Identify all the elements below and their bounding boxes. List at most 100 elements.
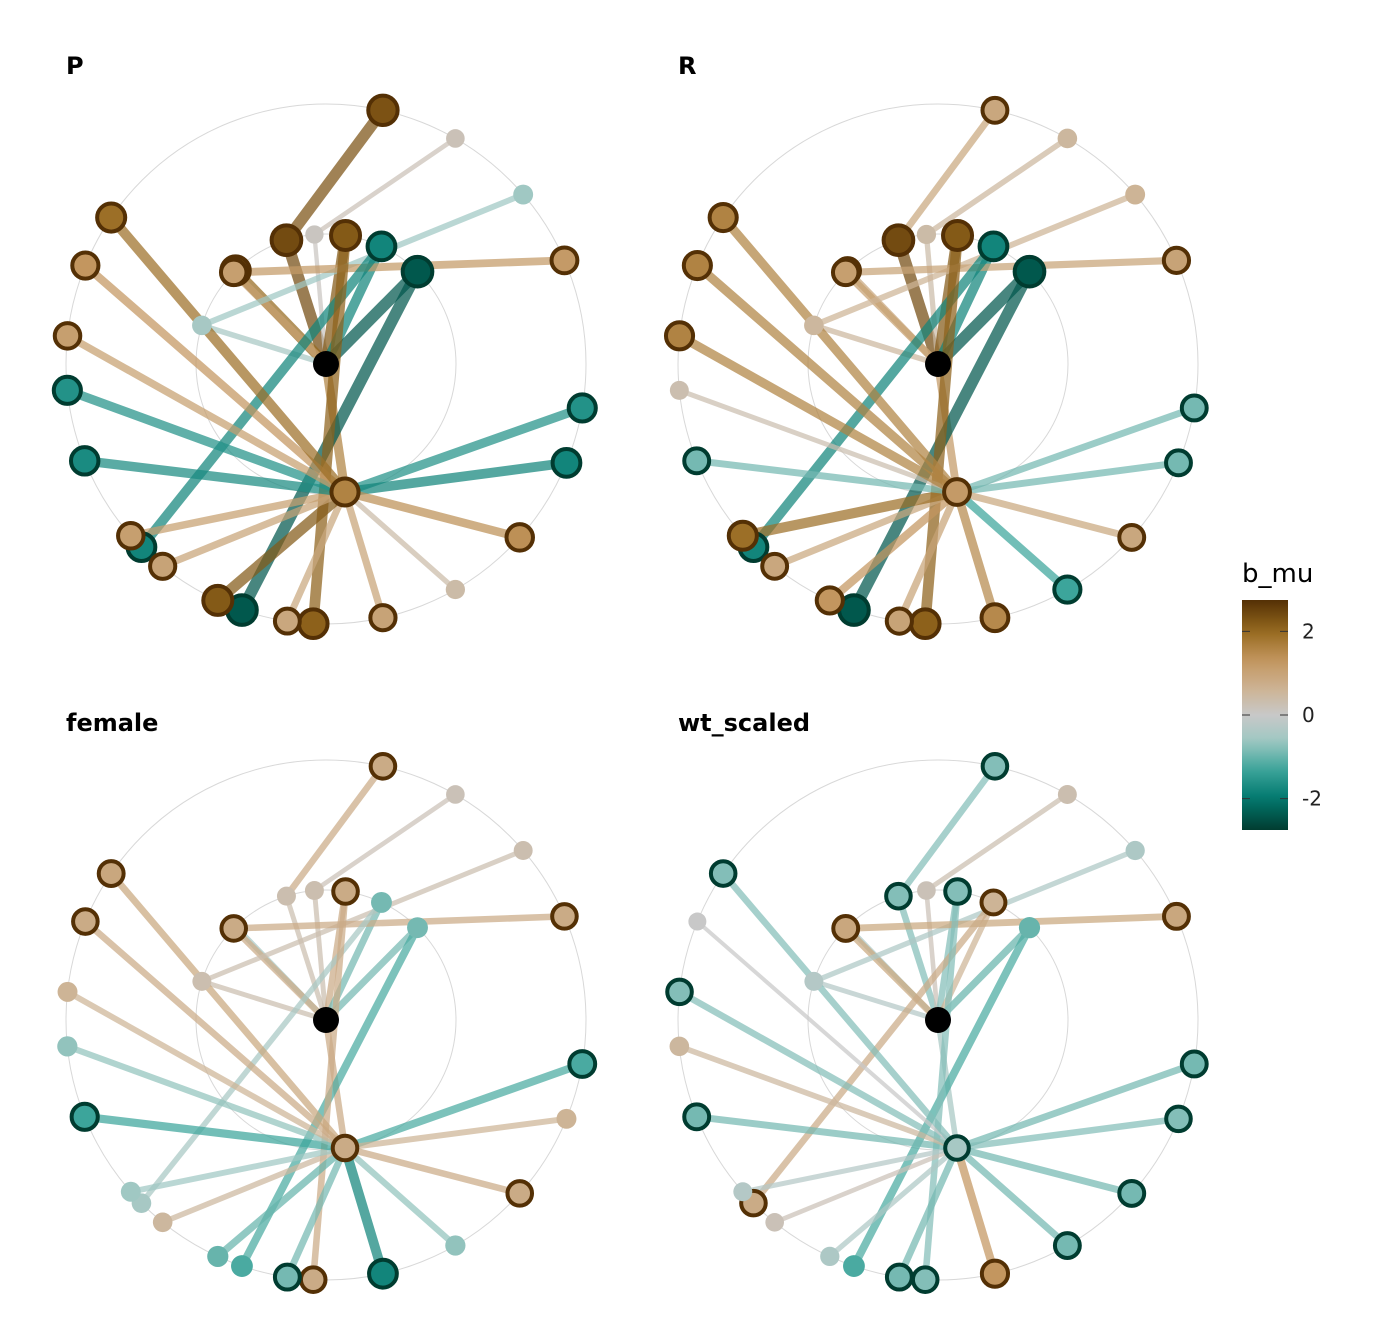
edge-hub-to-leaf-14 xyxy=(108,871,348,1151)
leaf-node-12 xyxy=(52,321,83,351)
leaf-node-11 xyxy=(51,374,83,406)
edge-hub-to-leaf-13 xyxy=(82,262,348,496)
inner-node-7 xyxy=(192,971,212,991)
panel-female: female xyxy=(57,709,598,1294)
inner-node-1 xyxy=(884,881,913,911)
edge-to-outer-node-2 xyxy=(925,792,1069,893)
edge-root-to-node-6 xyxy=(323,925,420,1023)
leaf-node-1 xyxy=(1179,393,1209,423)
leaf-node-12 xyxy=(665,977,694,1007)
outer-node-1 xyxy=(368,752,398,781)
edge-hub-to-leaf-8 xyxy=(773,488,959,570)
leaf-node-12 xyxy=(663,320,696,352)
edge-hub-to-leaf-2 xyxy=(956,1115,1179,1152)
edge-to-outer-node-1 xyxy=(895,108,998,243)
inner-node-1 xyxy=(276,886,296,906)
hub-node xyxy=(943,1134,971,1162)
leaf-node-14 xyxy=(95,201,128,234)
leaf-node-1 xyxy=(567,1049,598,1079)
edge-hub-to-leaf-12 xyxy=(677,989,959,1151)
inner-node-5 xyxy=(977,230,1010,263)
inner-node-6 xyxy=(1012,254,1047,289)
leaf-node-10 xyxy=(682,446,712,476)
outer-node-7 xyxy=(298,1265,328,1294)
leaf-node-3 xyxy=(1117,1178,1147,1208)
inner-node-6 xyxy=(1018,917,1041,939)
leaf-node-8 xyxy=(148,551,178,581)
edge-hub-to-leaf-5 xyxy=(340,1146,388,1276)
outer-node-4 xyxy=(550,902,579,931)
leaf-node-5 xyxy=(979,1258,1011,1289)
nodes xyxy=(665,752,1209,1294)
leaf-node-7 xyxy=(814,585,845,616)
inner-node-8 xyxy=(831,913,861,943)
inner-node-4 xyxy=(941,218,975,252)
edge-hub-to-leaf-11 xyxy=(678,388,958,495)
root-node xyxy=(313,1007,339,1033)
edge-hub-to-leaf-3 xyxy=(343,487,521,542)
edge-to-outer-node-1 xyxy=(281,106,388,244)
edge-hub-to-leaf-7 xyxy=(828,1145,959,1259)
inner-node-3 xyxy=(305,225,324,244)
outer-node-1 xyxy=(366,93,400,127)
outer-node-4 xyxy=(549,245,580,276)
edge-hub-to-leaf-9 xyxy=(741,487,959,541)
panel-R: R xyxy=(663,52,1209,641)
outer-node-3 xyxy=(513,841,533,861)
leaf-node-13 xyxy=(71,907,100,936)
inner-node-8 xyxy=(218,257,249,288)
leaf-node-2 xyxy=(1164,448,1193,478)
outer-node-6 xyxy=(843,1255,865,1277)
panel-title: P xyxy=(66,52,84,80)
edge-hub-to-leaf-12 xyxy=(65,332,347,496)
edge-hub-to-leaf-13 xyxy=(694,262,960,496)
inner-node-8 xyxy=(830,257,861,288)
nodes xyxy=(663,95,1209,641)
edge-hub-to-leaf-7 xyxy=(214,487,349,605)
edge-hub-to-leaf-5 xyxy=(952,490,1000,619)
leaf-node-3 xyxy=(504,522,535,553)
colorbar-tick-label: 0 xyxy=(1302,703,1315,727)
edge-hub-to-leaf-4 xyxy=(343,490,458,592)
outer-node-7 xyxy=(296,607,330,641)
legend-title: b_mu xyxy=(1242,559,1313,589)
edge-to-outer-node-3 xyxy=(200,191,525,329)
edge-to-outer-node-3 xyxy=(812,848,1137,984)
edge-hub-to-leaf-9 xyxy=(742,1145,958,1195)
edge-hub-to-leaf-10 xyxy=(84,1112,346,1153)
leaf-node-5 xyxy=(368,603,398,633)
edge-root-to-node-8 xyxy=(231,926,329,1023)
inner-node-7 xyxy=(192,315,212,336)
leaf-node-1 xyxy=(1179,1049,1209,1079)
edge-root-to-node-3 xyxy=(924,890,941,1021)
edge-to-outer-node-2 xyxy=(924,136,1069,237)
edge-hub-to-leaf-3 xyxy=(956,488,1133,541)
inner-node-7 xyxy=(804,971,824,991)
inner-node-7 xyxy=(804,315,824,336)
leaf-node-3 xyxy=(505,1179,535,1208)
edge-hub-to-leaf-13 xyxy=(696,920,959,1150)
outer-node-2 xyxy=(1057,784,1077,804)
edge-to-outer-node-1 xyxy=(283,764,386,899)
leaf-node-6 xyxy=(884,606,914,636)
inner-node-5 xyxy=(371,891,392,913)
edge-root-to-node-8 xyxy=(231,269,329,367)
edge-hub-to-leaf-5 xyxy=(341,490,387,619)
hub-node xyxy=(942,477,972,507)
edge-root-to-node-1 xyxy=(284,895,329,1021)
edge-hub-to-leaf-9 xyxy=(130,1145,346,1195)
inner-node-5 xyxy=(365,230,398,263)
edge-hub-to-leaf-4 xyxy=(954,488,1071,593)
leaf-node-11 xyxy=(669,380,689,400)
root-node xyxy=(925,351,951,377)
leaf-node-2 xyxy=(556,1108,577,1129)
edge-hub-to-leaf-1 xyxy=(955,1060,1196,1152)
leaf-node-9 xyxy=(733,1182,753,1202)
edge-to-outer-node-3 xyxy=(812,191,1137,329)
edges xyxy=(65,106,584,625)
leaf-node-14 xyxy=(708,859,738,888)
edge-hub-to-leaf-6 xyxy=(284,490,349,623)
edge-hub-to-leaf-9 xyxy=(130,488,346,540)
edge-hub-to-leaf-6 xyxy=(896,1146,961,1279)
